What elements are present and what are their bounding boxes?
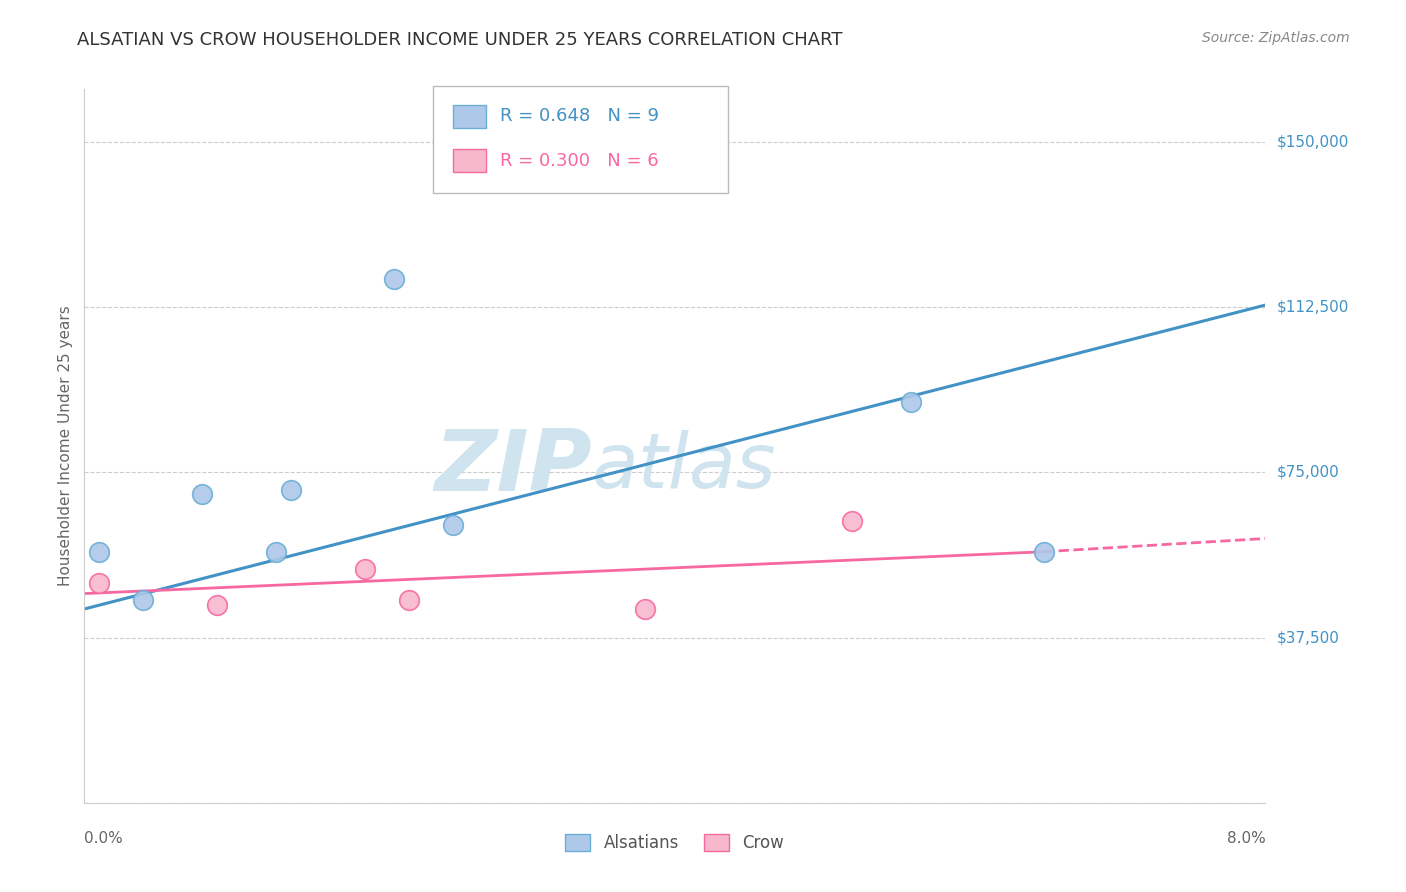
Text: Source: ZipAtlas.com: Source: ZipAtlas.com <box>1202 31 1350 45</box>
Point <box>87 545 111 559</box>
Text: $37,500: $37,500 <box>1277 630 1340 645</box>
Point <box>207 598 229 612</box>
Point <box>634 602 657 616</box>
Point <box>191 487 214 501</box>
Text: $112,500: $112,500 <box>1277 300 1348 315</box>
Text: $75,000: $75,000 <box>1277 465 1340 480</box>
Point <box>900 395 922 409</box>
FancyBboxPatch shape <box>453 149 486 172</box>
Text: R = 0.300   N = 6: R = 0.300 N = 6 <box>501 152 659 169</box>
Point <box>443 518 465 533</box>
Point <box>264 545 288 559</box>
Point <box>1033 545 1056 559</box>
Legend: Alsatians, Crow: Alsatians, Crow <box>558 827 792 859</box>
Text: 0.0%: 0.0% <box>84 831 124 847</box>
Point <box>384 271 406 285</box>
FancyBboxPatch shape <box>433 86 728 193</box>
Y-axis label: Householder Income Under 25 years: Householder Income Under 25 years <box>58 306 73 586</box>
Text: $150,000: $150,000 <box>1277 135 1348 150</box>
Text: atlas: atlas <box>592 431 776 504</box>
Text: 8.0%: 8.0% <box>1226 831 1265 847</box>
FancyBboxPatch shape <box>453 105 486 128</box>
Text: ALSATIAN VS CROW HOUSEHOLDER INCOME UNDER 25 YEARS CORRELATION CHART: ALSATIAN VS CROW HOUSEHOLDER INCOME UNDE… <box>77 31 842 49</box>
Point <box>87 575 111 590</box>
Point <box>132 593 155 607</box>
Point <box>280 483 302 497</box>
Text: R = 0.648   N = 9: R = 0.648 N = 9 <box>501 107 659 125</box>
Point <box>841 514 863 528</box>
Point <box>398 593 420 607</box>
Text: ZIP: ZIP <box>434 425 592 509</box>
Point <box>354 562 377 576</box>
